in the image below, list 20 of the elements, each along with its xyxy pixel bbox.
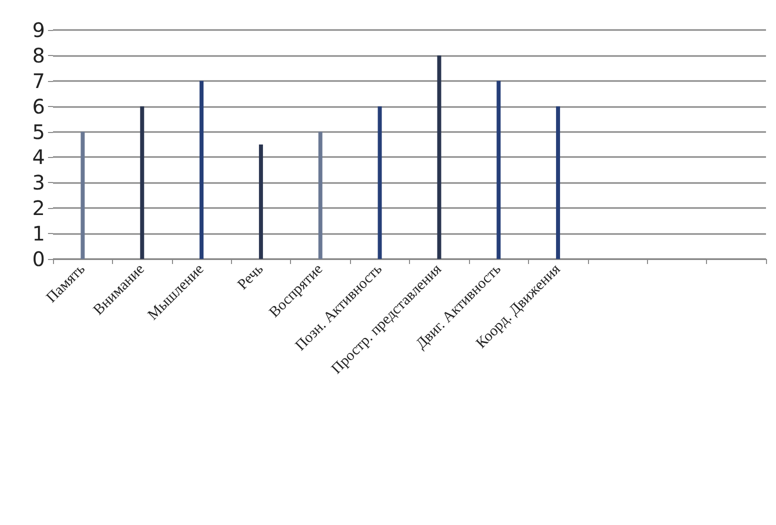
bar [378,106,382,259]
y-tick-label: 5 [32,120,45,144]
bar [140,106,144,259]
y-tick-label: 8 [32,43,45,68]
bar [200,80,204,259]
x-tick-label: Речь [234,261,267,294]
y-tick-label: 9 [32,18,45,42]
bar [258,144,263,259]
bar [496,80,501,259]
y-tick-label: 7 [32,68,45,93]
y-tick-label: 2 [32,196,45,220]
y-tick-label: 3 [32,170,45,195]
bar [437,55,442,259]
bar [318,132,322,259]
y-tick-label: 4 [32,145,45,170]
bar [556,106,560,259]
bar [80,132,85,259]
y-tick-label: 6 [32,94,45,118]
y-tick-label: 1 [32,222,45,246]
y-tick-label: 0 [32,247,45,271]
